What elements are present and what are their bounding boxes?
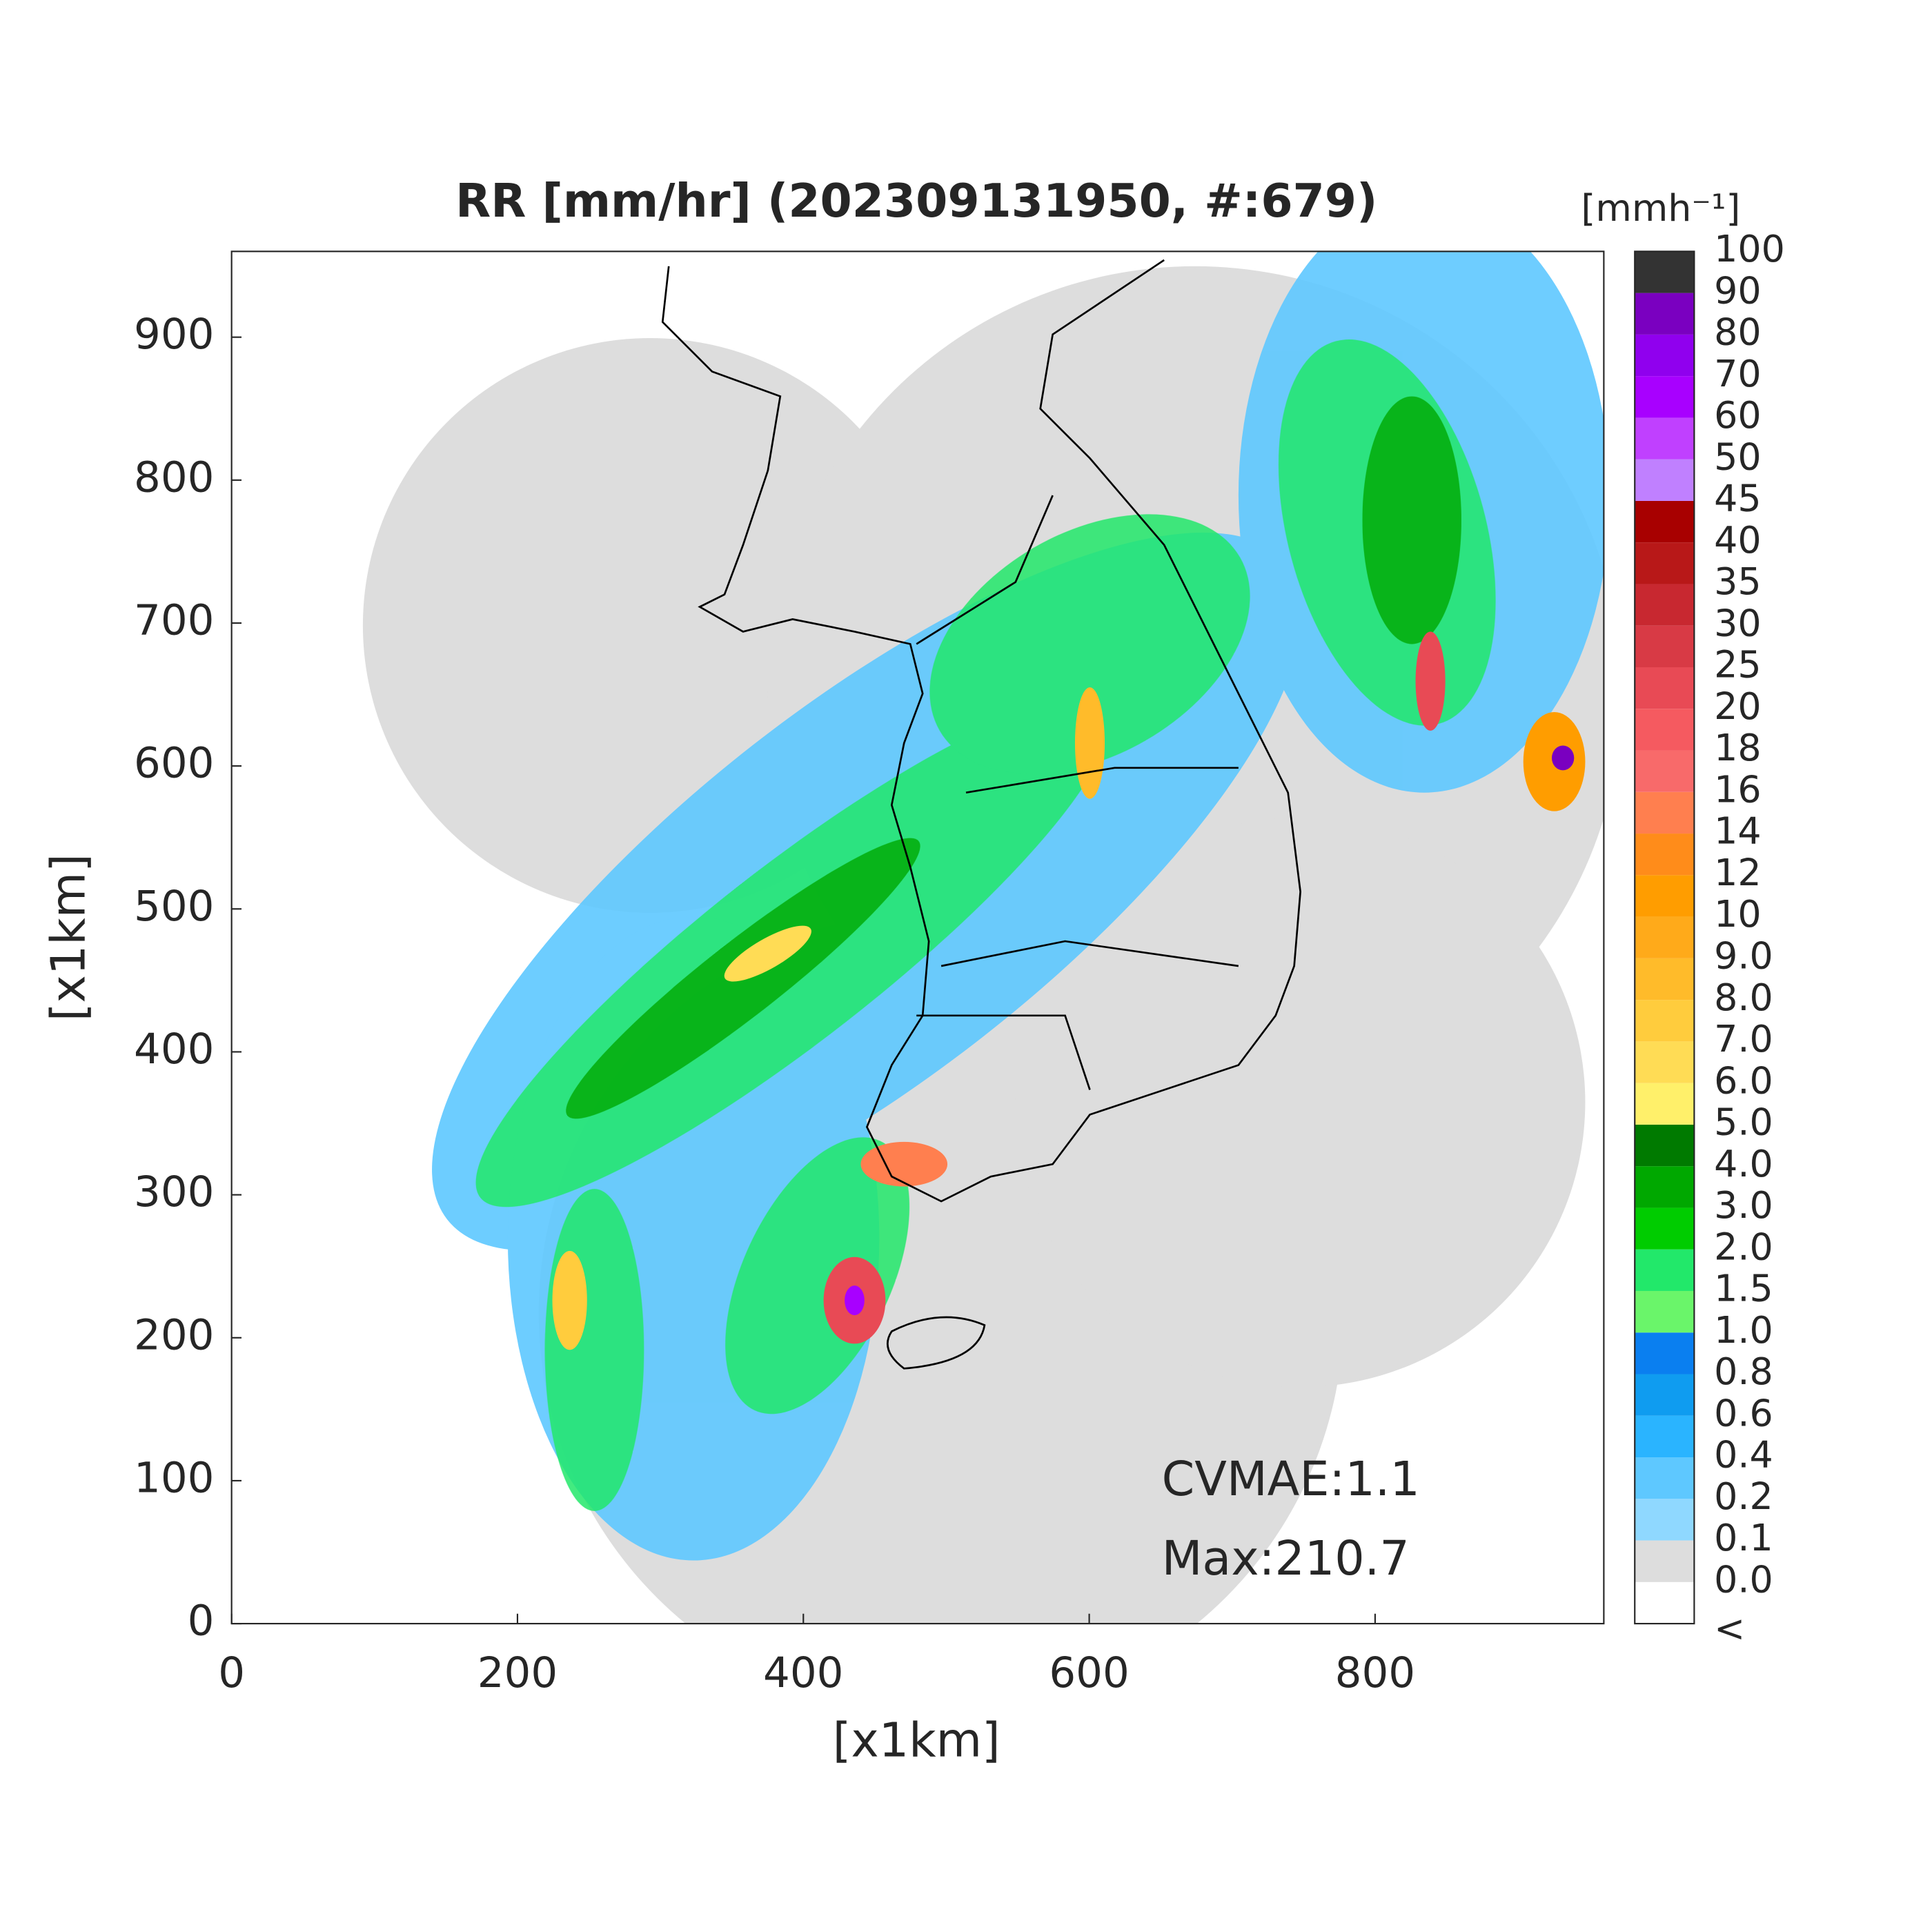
- colorbar-segment: [1635, 459, 1695, 501]
- colorbar-segment: [1635, 791, 1695, 834]
- colorbar-segment: [1635, 958, 1695, 1000]
- colorbar-label: 70: [1714, 352, 1762, 395]
- y-tick-label: 400: [134, 1025, 214, 1074]
- colorbar-segment: [1635, 1415, 1695, 1458]
- colorbar-label: 0.0: [1714, 1557, 1773, 1601]
- x-tick-label: 400: [763, 1648, 843, 1697]
- colorbar-segment: [1635, 251, 1695, 293]
- y-tick-label: 100: [134, 1454, 214, 1503]
- colorbar-segment: [1635, 875, 1695, 917]
- colorbar: <0.00.10.20.40.60.81.01.52.03.04.05.06.0…: [1634, 227, 1785, 1650]
- colorbar-segment: [1635, 1374, 1695, 1416]
- colorbar-segment: [1635, 1499, 1695, 1541]
- colorbar-label: 50: [1714, 435, 1762, 478]
- colorbar-segment: [1635, 1457, 1695, 1499]
- colorbar-label: 10: [1714, 892, 1762, 936]
- colorbar-label: 8.0: [1714, 976, 1773, 1019]
- colorbar-label: 20: [1714, 684, 1762, 728]
- axes: 0 200 400 600 800 0 100 200 300 400 500 600 700 800 90…: [134, 310, 1415, 1697]
- y-tick-label: 500: [134, 882, 214, 931]
- colorbar-segment: [1635, 500, 1695, 543]
- colorbar-segment: [1635, 376, 1695, 418]
- y-tick-label: 0: [188, 1597, 215, 1646]
- colorbar-segment: [1635, 1208, 1695, 1250]
- y-tick-label: 200: [134, 1310, 214, 1359]
- colorbar-label: 14: [1714, 809, 1762, 853]
- colorbar-segment: [1635, 1249, 1695, 1291]
- colorbar-label: 45: [1714, 477, 1762, 520]
- x-tick-label: 600: [1049, 1648, 1129, 1697]
- colorbar-label: 5.0: [1714, 1101, 1773, 1144]
- colorbar-label: 1.0: [1714, 1308, 1773, 1352]
- y-tick-label: 700: [134, 596, 214, 645]
- colorbar-label: 0.4: [1714, 1433, 1773, 1477]
- colorbar-label: 0.6: [1714, 1391, 1773, 1435]
- colorbar-segment: [1635, 542, 1695, 584]
- y-axis-label: [x1km]: [42, 854, 97, 1021]
- colorbar-segment: [1635, 584, 1695, 626]
- colorbar-segment: [1635, 417, 1695, 460]
- colorbar-label: 4.0: [1714, 1142, 1773, 1185]
- chart-title: RR [mm/hr] (202309131950, #:679): [455, 174, 1377, 228]
- colorbar-label: 7.0: [1714, 1017, 1773, 1061]
- colorbar-label: 2.0: [1714, 1225, 1773, 1268]
- colorbar-label: 9.0: [1714, 934, 1773, 977]
- colorbar-label: 12: [1714, 851, 1762, 894]
- plot-frame: [230, 250, 1605, 1625]
- colorbar-label: 40: [1714, 518, 1762, 562]
- colorbar-label: 3.0: [1714, 1183, 1773, 1227]
- colorbar-segment: [1635, 334, 1695, 377]
- y-tick-label: 600: [134, 739, 214, 788]
- colorbar-segment: [1635, 834, 1695, 876]
- colorbar-segment: [1635, 1083, 1695, 1125]
- colorbar-segment: [1635, 667, 1695, 709]
- y-tick-label: 900: [134, 310, 214, 359]
- annotation: Max:210.7: [1162, 1532, 1410, 1586]
- colorbar-segment: [1635, 1041, 1695, 1083]
- colorbar-segment: [1635, 709, 1695, 751]
- colorbar-segment: [1635, 1166, 1695, 1208]
- colorbar-label: 90: [1714, 268, 1762, 312]
- colorbar-label: 6.0: [1714, 1058, 1773, 1102]
- colorbar-label: 60: [1714, 393, 1762, 437]
- annotation: CVMAE:1.1: [1162, 1452, 1420, 1507]
- x-tick-label: 200: [477, 1648, 558, 1697]
- colorbar-segment: [1635, 1332, 1695, 1374]
- colorbar-segment: [1635, 1581, 1695, 1624]
- colorbar-segment: [1635, 1540, 1695, 1582]
- y-tick-label: 300: [134, 1167, 214, 1216]
- x-tick-label: 800: [1335, 1648, 1415, 1697]
- x-axis-label: [x1km]: [833, 1714, 1000, 1768]
- colorbar-label: 35: [1714, 560, 1762, 603]
- colorbar-label: 0.2: [1714, 1475, 1773, 1518]
- colorbar-title: [mmh⁻¹]: [1581, 186, 1740, 230]
- colorbar-label: <: [1714, 1606, 1745, 1650]
- colorbar-label: 1.5: [1714, 1267, 1773, 1310]
- colorbar-label: 100: [1714, 227, 1785, 270]
- coastline: [661, 259, 1301, 1370]
- colorbar-segment: [1635, 916, 1695, 958]
- colorbar-label: 0.8: [1714, 1350, 1773, 1393]
- radar-field: [362, 251, 1604, 1624]
- colorbar-label: 18: [1714, 726, 1762, 769]
- colorbar-segment: [1635, 1000, 1695, 1042]
- colorbar-label: 0.1: [1714, 1516, 1773, 1559]
- x-tick-label: 0: [218, 1648, 245, 1697]
- colorbar-label: 25: [1714, 643, 1762, 687]
- colorbar-segment: [1635, 1290, 1695, 1333]
- colorbar-segment: [1635, 1124, 1695, 1167]
- colorbar-frame: [1634, 250, 1695, 1625]
- colorbar-segment: [1635, 293, 1695, 335]
- colorbar-label: 30: [1714, 601, 1762, 644]
- colorbar-label: 80: [1714, 310, 1762, 354]
- colorbar-segment: [1635, 625, 1695, 668]
- colorbar-label: 16: [1714, 767, 1762, 811]
- colorbar-segment: [1635, 750, 1695, 792]
- y-tick-label: 800: [134, 453, 214, 502]
